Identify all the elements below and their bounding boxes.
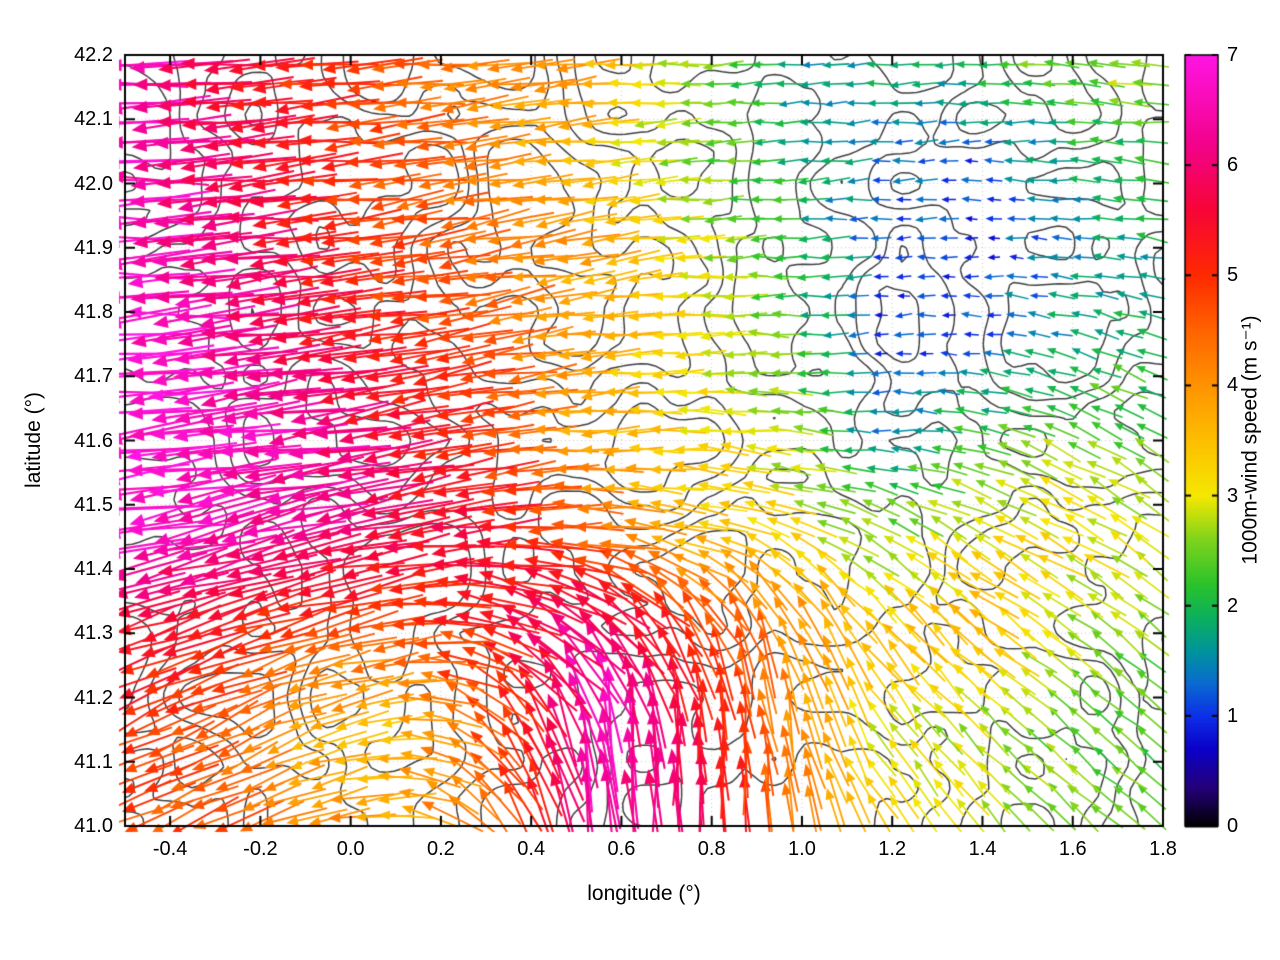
y-tick-label: 41.7 (74, 365, 113, 388)
x-axis-label: longitude (°) (587, 882, 701, 905)
colorbar-tick-label: 3 (1227, 484, 1239, 507)
x-tick-label: 1.8 (1149, 838, 1177, 860)
y-tick-label: 41.6 (74, 429, 113, 452)
colorbar-tick-label: 4 (1227, 374, 1239, 397)
colorbar-label: 1000m-wind speed (m s⁻¹) (1238, 315, 1262, 565)
colorbar (1185, 55, 1218, 826)
x-tick-label: 0.0 (336, 838, 365, 860)
colorbar-tick-label: 0 (1227, 815, 1239, 837)
y-tick-label: 41.4 (74, 558, 113, 580)
x-tick-label: 0.6 (607, 838, 636, 860)
colorbar-tick-label: 2 (1227, 594, 1239, 617)
y-axis-label: latitude (°) (22, 392, 45, 488)
y-tick-label: 42.0 (74, 172, 113, 195)
x-tick-label: 1.0 (788, 838, 816, 860)
x-tick-label: 1.2 (878, 838, 907, 860)
x-tick-label: 1.6 (1058, 838, 1087, 860)
colorbar-tick-label: 1 (1227, 704, 1239, 727)
y-tick-label: 41.1 (74, 750, 113, 773)
y-tick-label: 42.1 (74, 108, 113, 131)
y-tick-label: 41.5 (74, 493, 113, 516)
x-tick-label: -0.2 (243, 838, 278, 860)
y-tick-label: 41.9 (74, 236, 113, 259)
x-tick-label: 0.2 (427, 838, 455, 860)
x-tick-label: 0.4 (517, 838, 546, 860)
x-tick-label: 1.4 (968, 838, 997, 860)
colorbar-tick-label: 5 (1227, 264, 1239, 287)
plot-area (125, 55, 1163, 826)
colorbar-tick-label: 6 (1227, 154, 1239, 177)
y-tick-label: 41.0 (74, 815, 113, 837)
y-tick-label: 41.3 (74, 622, 113, 645)
y-tick-label: 41.8 (74, 301, 113, 323)
y-tick-label: 42.2 (74, 44, 113, 66)
colorbar-tick-label: 7 (1227, 44, 1239, 66)
x-tick-label: 0.8 (697, 838, 726, 860)
x-tick-label: -0.4 (152, 838, 188, 860)
y-tick-label: 41.2 (74, 686, 113, 709)
